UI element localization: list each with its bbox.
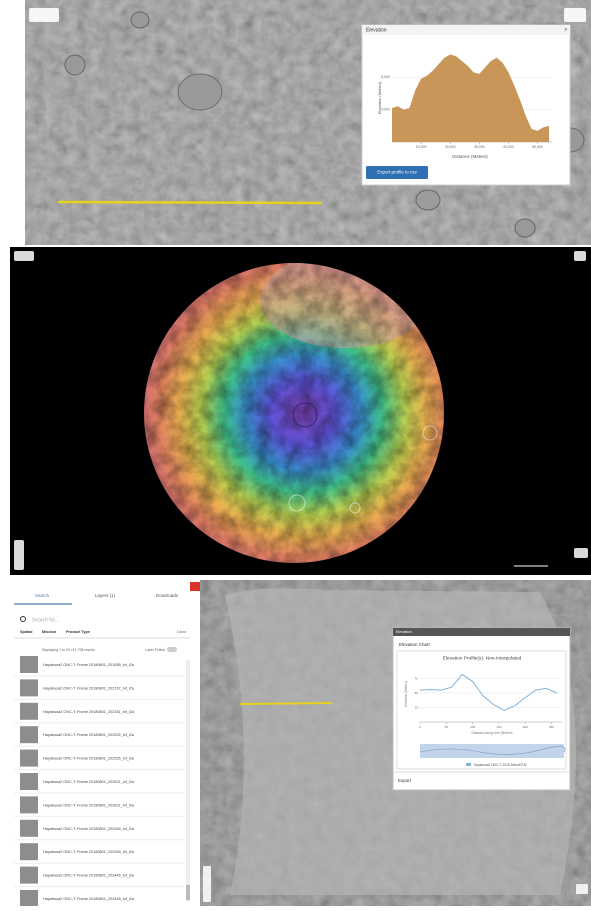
elevation-chart: 4,000 6,000 10,000 20,000 30,000 40,000 50,000 xyxy=(381,54,552,149)
elevation-chart-popup: Elevation Elevation Chart Elevation Prof… xyxy=(392,627,571,791)
filter[interactable]: Product Type xyxy=(66,630,90,634)
thumbnail xyxy=(20,866,38,884)
x-tick-label: 10,000 xyxy=(416,145,427,149)
thumbnail xyxy=(20,679,38,697)
elevation-area xyxy=(392,54,550,142)
thumbnail xyxy=(20,843,38,861)
clear-button[interactable]: Clear xyxy=(177,630,187,634)
elevation-popup: Elevation × 4,000 6,000 10,000 20,000 30,000… xyxy=(361,24,571,186)
result-item[interactable]: Hayabusa2 ONC-T: Frame 20180801_202549_t… xyxy=(43,850,135,854)
thumbnail xyxy=(20,726,38,744)
thumbnail xyxy=(20,819,38,837)
sidebar: Search Layers (1) Downloads Search for..… xyxy=(10,580,190,911)
middle-map xyxy=(10,247,591,575)
x-tick-label: 0 xyxy=(419,725,421,729)
toggle-label: Layer Follow xyxy=(145,648,165,652)
popup-title: Elevation xyxy=(366,27,387,33)
thumbnail xyxy=(20,656,38,673)
result-item[interactable]: Hayabusa2 ONC-T: Frame 20180801_203445_t… xyxy=(43,897,135,901)
x-tick-label: 200 xyxy=(523,725,528,729)
y-tick-label: 6,000 xyxy=(381,75,390,79)
chart-title: Elevation Profile(s): Non-Interpolated xyxy=(443,655,522,661)
y-tick-label: 25 xyxy=(415,705,419,709)
elevation-line xyxy=(419,673,557,711)
tab[interactable]: Search xyxy=(35,593,50,598)
thumbnail xyxy=(20,749,38,767)
y-tick-label: 50 xyxy=(415,691,419,695)
result-item[interactable]: Hayabusa2 ONC-T: Frame 20180801_202821_t… xyxy=(43,780,135,784)
profile-chart: 25 50 75 0 50 100 150 200 250 xyxy=(415,673,562,729)
y-tick-label: 75 xyxy=(415,676,419,680)
popup-header: Elevation xyxy=(396,630,412,634)
y-axis-label: Elevation (Meters) xyxy=(404,681,408,707)
toggle[interactable] xyxy=(167,647,177,652)
filter[interactable]: Spatial xyxy=(20,630,32,634)
x-tick-label: 100 xyxy=(470,725,475,729)
result-item[interactable]: Hayabusa2 ONC-T: Frame 20180801_202821_t… xyxy=(43,803,135,807)
result-item[interactable]: Hayabusa2 ONC-T: Frame 20180801_201555_t… xyxy=(43,663,135,667)
close-sidebar[interactable] xyxy=(190,582,200,591)
result-item[interactable]: Hayabusa2 ONC-T: Frame 20180801_202525_t… xyxy=(43,757,135,761)
result-item[interactable]: Hayabusa2 ONC-T: Frame 20180801_202525_t… xyxy=(43,733,135,737)
thumbnail xyxy=(20,796,38,814)
export-link[interactable]: Export xyxy=(398,778,412,783)
tab[interactable]: Downloads xyxy=(156,593,179,598)
tab[interactable]: Layers (1) xyxy=(95,593,116,598)
search-input[interactable]: Search for... xyxy=(32,617,59,623)
legend-label: Hayabusa2 ONC-T: 2018-SelectDTM xyxy=(474,763,527,767)
close-button[interactable]: × xyxy=(564,28,568,34)
result-item[interactable]: Hayabusa2 ONC-T: Frame 20180801_202549_t… xyxy=(43,827,135,831)
x-axis-label: Distance (Meters) xyxy=(452,154,488,159)
x-tick-label: 40,000 xyxy=(503,145,514,149)
x-tick-label: 50,000 xyxy=(532,145,543,149)
thumbnail xyxy=(20,773,38,790)
y-tick-label: 4,000 xyxy=(381,108,390,112)
export-button[interactable] xyxy=(366,166,428,179)
x-tick-label: 20,000 xyxy=(445,145,456,149)
filter[interactable]: Mission xyxy=(42,630,57,634)
x-tick-label: 250 xyxy=(549,725,554,729)
x-axis-label: Distance Along Line (Meters) xyxy=(472,731,513,735)
popup-tab: Elevation Chart xyxy=(399,642,431,647)
y-axis-label: Elevation (Meters) xyxy=(377,81,382,114)
export-button-label[interactable]: Export profile to csv xyxy=(377,170,417,175)
thumbnail xyxy=(20,890,38,907)
result-item[interactable]: Hayabusa2 ONC-T: Frame 20180801_203445_t… xyxy=(43,874,135,878)
x-tick-label: 150 xyxy=(496,725,501,729)
result-item[interactable]: Hayabusa2 ONC-T: Frame 20180801_202151_t… xyxy=(43,710,135,714)
result-item[interactable]: Hayabusa2 ONC-T: Frame 20180801_202157_t… xyxy=(43,686,135,690)
legend-swatch xyxy=(466,763,471,766)
thumbnail xyxy=(20,702,38,720)
x-tick-label: 50 xyxy=(445,725,449,729)
results-count: Displaying 1 to 25 of 1,798 results xyxy=(42,648,95,652)
x-tick-label: 30,000 xyxy=(474,145,485,149)
